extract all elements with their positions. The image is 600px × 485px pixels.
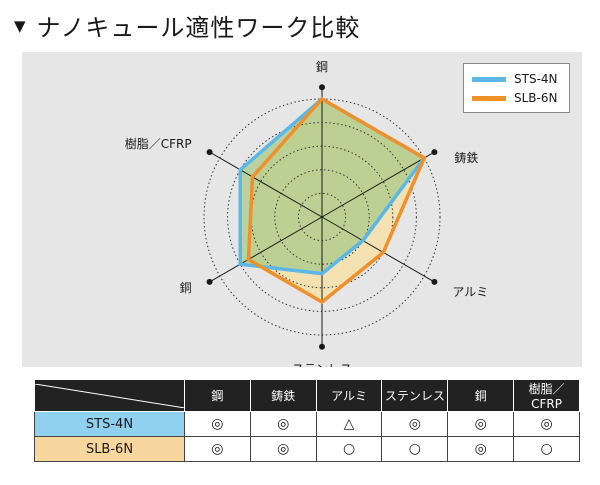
legend-item-sts-4n: STS-4N <box>472 72 558 86</box>
table-cell: ◎ <box>184 436 251 462</box>
table-column-header: ステンレス <box>381 379 449 412</box>
axis-end-dot <box>431 149 438 156</box>
table-cell: ◎ <box>249 411 317 437</box>
axis-end-dot <box>319 84 325 91</box>
table-row-header: SLB-6N <box>34 436 185 462</box>
axis-label: 鋼 <box>316 60 328 74</box>
table-cell: ◎ <box>447 436 515 462</box>
axis-label: アルミ <box>452 285 488 299</box>
axis-label: 銅 <box>180 281 192 295</box>
table-cell: ○ <box>513 436 580 462</box>
table-header-row: 鋼 鋳鉄 アルミ ステンレス 銅 樹脂／CFRP <box>34 379 580 412</box>
legend-item-slb-6n: SLB-6N <box>472 91 557 105</box>
axis-label: ステンレス <box>292 362 352 367</box>
legend-label: SLB-6N <box>514 91 558 105</box>
table-cell: ◎ <box>184 411 251 437</box>
axis-end-dot <box>431 278 438 285</box>
table-cell: ◎ <box>381 411 449 437</box>
table-column-header: 鋼 <box>184 379 251 412</box>
corner-diagonal <box>35 383 185 408</box>
table-cell: ◎ <box>513 411 580 437</box>
axis-spoke <box>209 216 323 283</box>
grid-ring <box>274 169 370 265</box>
series-line-slb-6n <box>246 96 427 305</box>
table-column-header: 樹脂／CFRP <box>513 379 580 412</box>
legend-label: STS-4N <box>514 72 558 86</box>
table-cell: △ <box>315 411 383 437</box>
legend-swatch-blue <box>472 76 506 82</box>
table-column-header: アルミ <box>315 379 383 412</box>
table-row: STS-4N ◎ ◎ △ ◎ ◎ ◎ <box>34 411 580 437</box>
table-cell: ○ <box>315 436 383 462</box>
table-corner-cell <box>34 379 185 412</box>
axis-label: 鋳鉄 <box>454 150 478 165</box>
axis-label: 樹脂／CFRP <box>125 136 192 151</box>
table-column-header: 鋳鉄 <box>249 379 317 412</box>
axis-end-dot <box>206 278 213 285</box>
page-title-row: ▼ ナノキュール適性ワーク比較 <box>14 8 360 43</box>
axis-end-dot <box>206 149 213 156</box>
table-cell: ◎ <box>447 411 515 437</box>
chart-legend: STS-4N SLB-6N <box>463 63 570 113</box>
series-area-sts-4n <box>240 99 425 274</box>
table-row-header: STS-4N <box>34 411 185 437</box>
table-row: SLB-6N ◎ ◎ ○ ○ ◎ ○ <box>34 436 580 462</box>
axis-end-dot <box>319 343 325 350</box>
table-cell: ◎ <box>249 436 317 462</box>
page-title: ナノキュール適性ワーク比較 <box>36 14 361 42</box>
triangle-marker-icon: ▼ <box>14 16 27 35</box>
legend-swatch-orange <box>472 95 506 101</box>
table-cell: ○ <box>381 436 449 462</box>
axis-spoke <box>209 151 323 218</box>
comparison-table: 鋼 鋳鉄 アルミ ステンレス 銅 樹脂／CFRP STS-4N ◎ ◎ △ ◎ … <box>34 379 580 462</box>
axis-spoke <box>321 151 435 218</box>
table-column-header: 銅 <box>447 379 515 412</box>
axis-spoke <box>321 216 435 283</box>
